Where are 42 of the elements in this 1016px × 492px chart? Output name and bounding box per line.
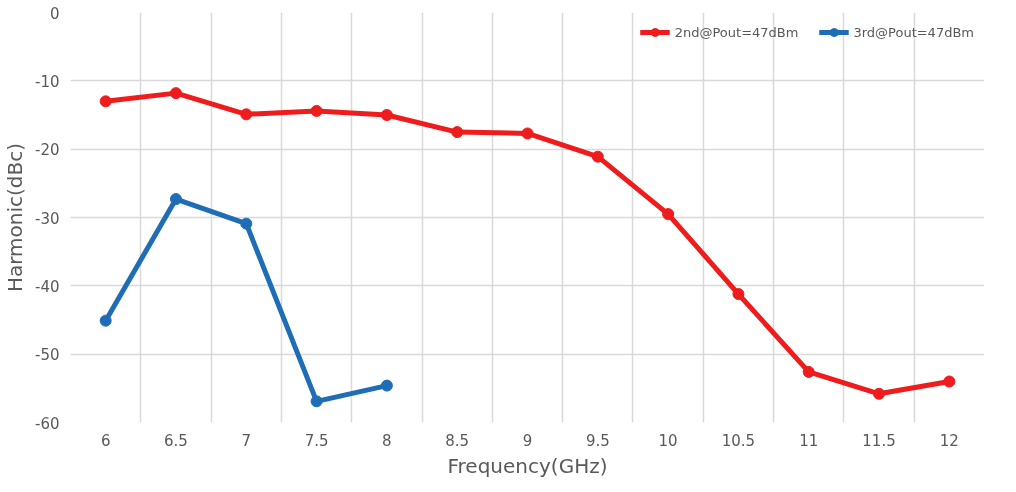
- x-tick-label: 9.5: [585, 431, 610, 450]
- point: [310, 104, 323, 117]
- x-tick-label: 6.5: [164, 431, 188, 450]
- point: [310, 395, 323, 408]
- point: [240, 108, 253, 121]
- point: [662, 208, 675, 221]
- y-tick-label: -30: [35, 209, 60, 228]
- point: [169, 193, 182, 206]
- x-tick-label: 9: [522, 431, 533, 450]
- point: [802, 365, 815, 378]
- x-tick-label: 6: [100, 431, 111, 450]
- y-tick-label: -40: [35, 277, 60, 296]
- x-tick-label: 10: [658, 431, 678, 450]
- point: [873, 387, 886, 400]
- x-tick-label: 7: [241, 431, 252, 450]
- y-tick-label: 0: [49, 4, 60, 23]
- point: [591, 150, 604, 163]
- legend-label: 2nd@Pout=47dBm: [674, 24, 799, 40]
- point: [521, 127, 534, 140]
- y-tick-label: -10: [35, 72, 60, 91]
- x-tick-label: 8: [382, 431, 392, 450]
- x-tick-label: 10.5: [721, 431, 756, 450]
- point: [169, 87, 182, 100]
- point: [380, 379, 393, 392]
- y-axis-title: Harmonic(dBc): [3, 142, 27, 293]
- y-tick-label: -60: [35, 414, 60, 433]
- point: [99, 95, 112, 108]
- legend-label: 3rd@Pout=47dBm: [853, 24, 974, 40]
- point: [380, 109, 393, 121]
- x-tick-label: 11: [799, 431, 819, 450]
- point: [943, 375, 956, 388]
- x-tick-label: 12: [939, 431, 959, 450]
- point: [732, 288, 745, 301]
- x-tick-label: 7.5: [304, 431, 329, 450]
- x-axis-title: Frequency(GHz): [447, 453, 608, 478]
- x-tick-label: 8.5: [445, 431, 470, 450]
- point: [240, 217, 253, 230]
- x-tick-label: 11.5: [862, 431, 896, 450]
- point: [99, 314, 112, 327]
- y-tick-label: -50: [35, 346, 60, 365]
- y-tick-label: -20: [35, 141, 60, 160]
- point: [451, 126, 464, 139]
